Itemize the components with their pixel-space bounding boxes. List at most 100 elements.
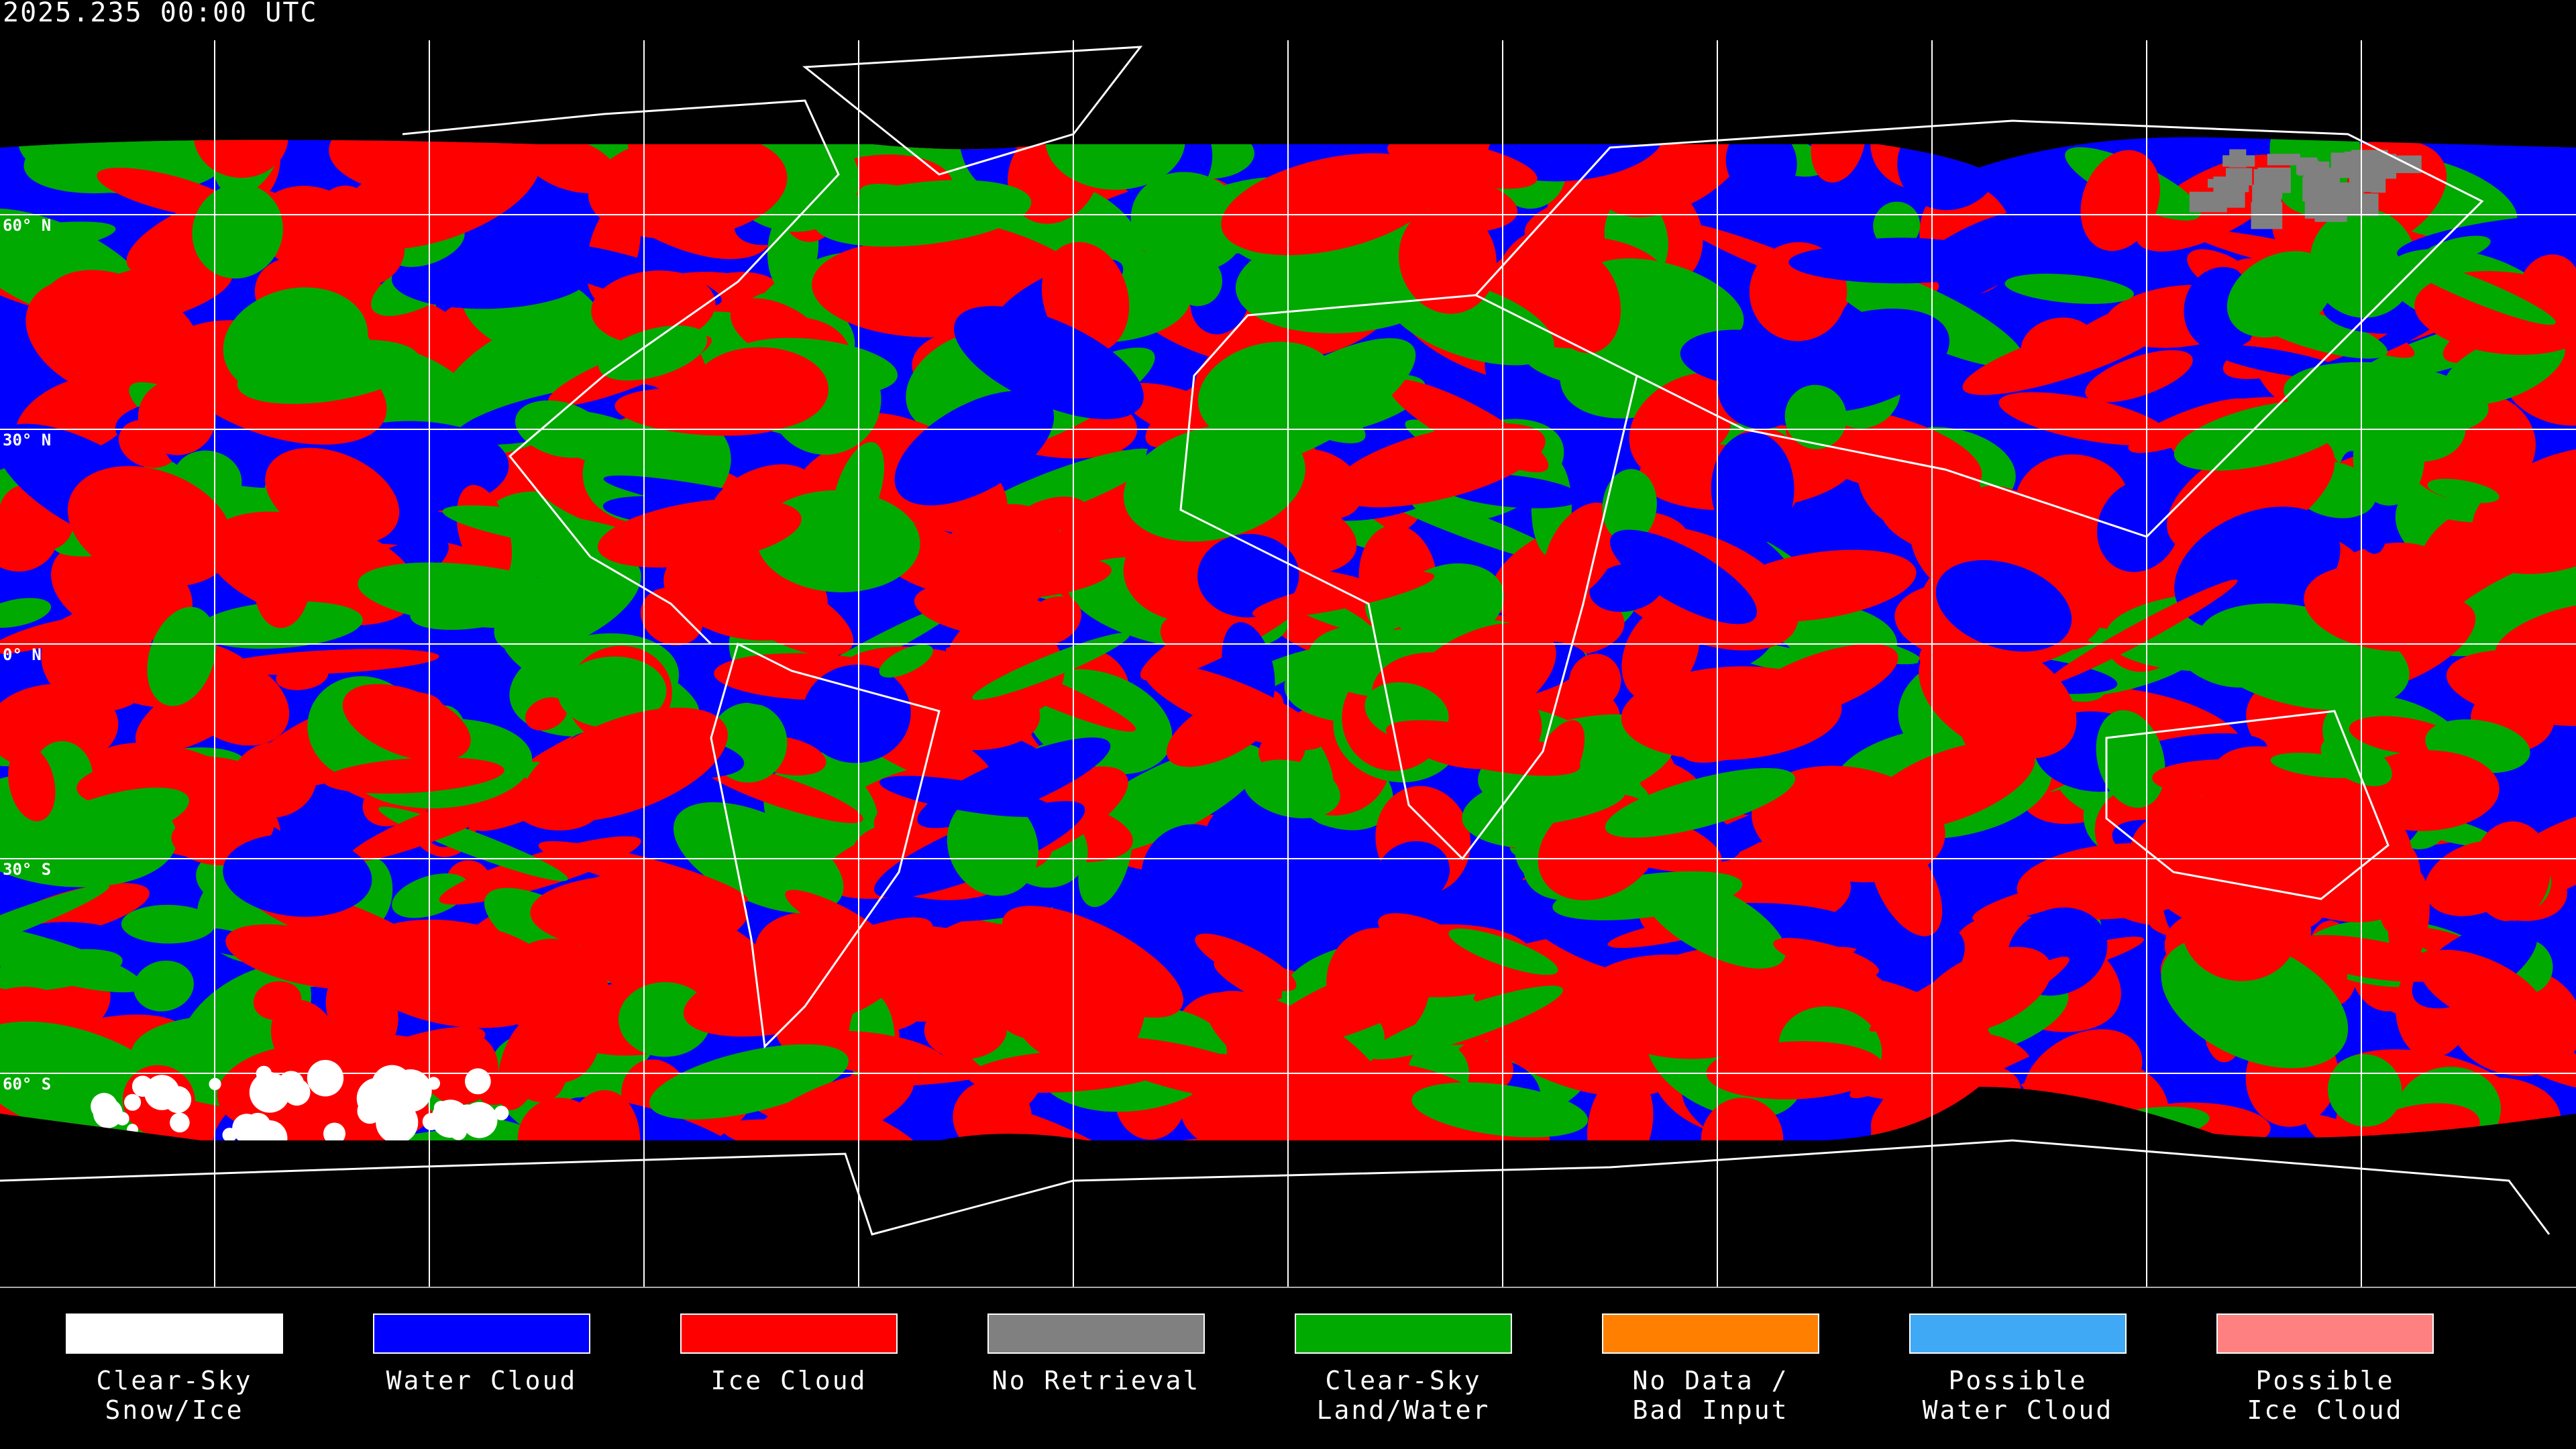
cloud-phase-patch: [322, 279, 491, 382]
cloud-phase-patch: [1544, 502, 1619, 599]
lat-label-30n: 30° N: [3, 431, 52, 449]
cloud-phase-patch: [2286, 934, 2451, 982]
cloud-phase-patch: [1815, 237, 2001, 278]
cloud-phase-patch: [1143, 663, 1324, 751]
no-retrieval-patch: [2222, 155, 2255, 167]
cloud-phase-patch: [920, 219, 1014, 321]
graticule: [0, 40, 2576, 1288]
cloud-phase-patch: [342, 684, 471, 762]
cloud-phase-patch: [1998, 392, 2169, 445]
cloud-phase-patch: [67, 466, 233, 586]
cloud-phase-patch: [1711, 431, 1794, 546]
cloud-phase-patch: [40, 788, 189, 848]
cloud-phase-patch: [1865, 741, 2035, 831]
legend-label: Clear-Sky Snow/Ice: [96, 1366, 253, 1425]
cloud-phase-patch: [231, 742, 317, 818]
cloud-phase-patch: [972, 633, 1130, 700]
cloud-phase-patch: [391, 244, 592, 309]
cloud-phase-patch: [517, 1097, 602, 1141]
snow-ice-patch: [131, 1075, 154, 1097]
lat-label-0: 0° N: [3, 645, 42, 664]
legend-item: No Data / Bad Input: [1602, 1313, 1819, 1425]
cloud-phase-patch: [1543, 250, 1621, 354]
cloud-phase-patch: [2304, 564, 2463, 651]
lat-label-30s: 30° S: [3, 860, 52, 879]
cloud-phase-patch: [217, 649, 439, 675]
cloud-phase-patch: [1479, 816, 1528, 843]
snow-ice-patch: [453, 1104, 482, 1132]
cloud-phase-patch: [598, 498, 802, 568]
no-retrieval-patch: [2341, 162, 2361, 176]
cloud-phase-patch: [2128, 398, 2252, 453]
legend-label: No Retrieval: [991, 1366, 1201, 1395]
no-retrieval-patch: [2351, 150, 2388, 161]
snow-ice-patch: [124, 1093, 142, 1111]
cloud-phase-patch: [879, 775, 1055, 817]
cloud-phase-patch: [538, 841, 748, 904]
snow-ice-patch: [115, 1112, 129, 1126]
coastline: [0, 1139, 2551, 1236]
cloud-phase-patch: [947, 795, 1038, 896]
cloud-phase-patch: [814, 180, 1032, 247]
cloud-phase-patch: [276, 662, 329, 690]
snow-ice-patch: [222, 1128, 237, 1141]
no-retrieval-patch: [2350, 173, 2380, 193]
cloud-phase-patch: [1226, 1093, 1310, 1137]
cloud-phase-patch: [1332, 423, 1546, 508]
cloud-phase-patch: [2427, 478, 2500, 503]
cloud-phase-patch: [673, 802, 844, 914]
cloud-phase-patch: [2080, 150, 2161, 252]
cloud-phase-patch: [1581, 258, 1744, 346]
cloud-phase-patch: [1377, 841, 1450, 904]
cloud-phase-patch: [1897, 137, 2002, 211]
cloud-phase-patch: [523, 707, 728, 822]
legend-item: Ice Cloud: [680, 1313, 898, 1395]
cloud-phase-patch: [1773, 938, 1880, 977]
legend-item: Clear-Sky Snow/Ice: [66, 1313, 283, 1425]
cloud-phase-patch: [953, 306, 1144, 419]
cloud-phase-patch: [1252, 572, 1435, 619]
legend-item: Possible Water Cloud: [1909, 1313, 2127, 1425]
no-retrieval-patch: [2251, 202, 2283, 229]
cloud-phase-patch: [1205, 991, 1387, 1112]
timestamp-title: 2025.235 00:00 UTC: [3, 0, 318, 28]
cloud-phase-patch: [2310, 207, 2417, 318]
cloud-phase-patch: [2167, 432, 2335, 554]
coastline: [2105, 710, 2390, 900]
cloud-phase-patch: [1849, 1024, 1989, 1099]
cloud-phase-patch: [945, 941, 1039, 1028]
cloud-phase-patch: [1195, 933, 1297, 991]
cloud-phase-patch: [2174, 400, 2353, 471]
legend-label: Possible Ice Cloud: [2247, 1366, 2404, 1425]
cloud-phase-patch: [303, 205, 405, 288]
cloud-phase-patch: [894, 390, 1055, 506]
cloud-phase-patch: [1368, 985, 1563, 1060]
cloud-phase-patch: [410, 577, 559, 630]
cloud-phase-patch: [693, 347, 829, 430]
cloud-phase-patch: [1587, 1071, 1654, 1141]
snow-ice-patch: [427, 1077, 440, 1090]
cloud-phase-patch: [2420, 235, 2491, 264]
snow-ice-patch: [93, 1098, 123, 1128]
cloud-phase-patch: [2327, 1054, 2402, 1127]
cloud-phase-patch: [981, 1106, 1151, 1141]
cloud-phase-patch: [193, 137, 288, 178]
cloud-phase-patch: [2045, 579, 2238, 685]
cloud-phase-patch: [751, 1071, 914, 1141]
cloud-phase-patch: [802, 664, 911, 763]
cloud-phase-patch: [1719, 549, 1917, 622]
no-retrieval-patch: [2207, 178, 2232, 188]
cloud-phase-patch: [619, 982, 712, 1057]
cloud-phase-patch: [1546, 979, 1674, 1043]
cloud-phase-patch: [1873, 201, 1921, 250]
legend-swatch: [1295, 1313, 1512, 1354]
cloud-phase-patch: [2432, 547, 2576, 657]
snow-ice-patch: [167, 1088, 184, 1106]
cloud-phase-patch: [1476, 783, 1625, 827]
cloud-phase-patch: [1198, 341, 1338, 442]
lat-label-60n: 60° N: [3, 216, 52, 235]
cloud-phase-patch: [1605, 767, 1796, 838]
legend-item: Water Cloud: [373, 1313, 590, 1395]
cloud-phase-patch: [1141, 824, 1245, 927]
cloud-phase-patch: [2446, 649, 2576, 727]
